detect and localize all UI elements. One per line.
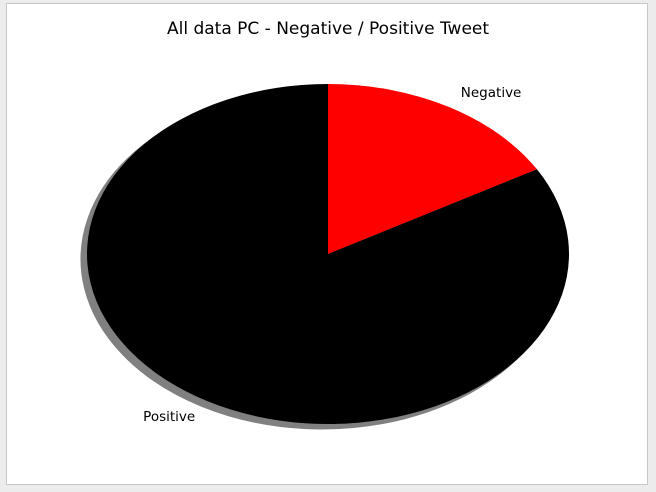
- chart-title: All data PC - Negative / Positive Tweet: [167, 19, 489, 39]
- pie-label-negative: Negative: [461, 85, 522, 101]
- pie-slice-negative: [328, 84, 537, 254]
- pie-label-layer: Negative Positive: [143, 85, 521, 425]
- pie-label-positive: Positive: [143, 409, 195, 425]
- pie-slice-layer: [87, 84, 569, 425]
- pie-slice-positive: [87, 84, 569, 425]
